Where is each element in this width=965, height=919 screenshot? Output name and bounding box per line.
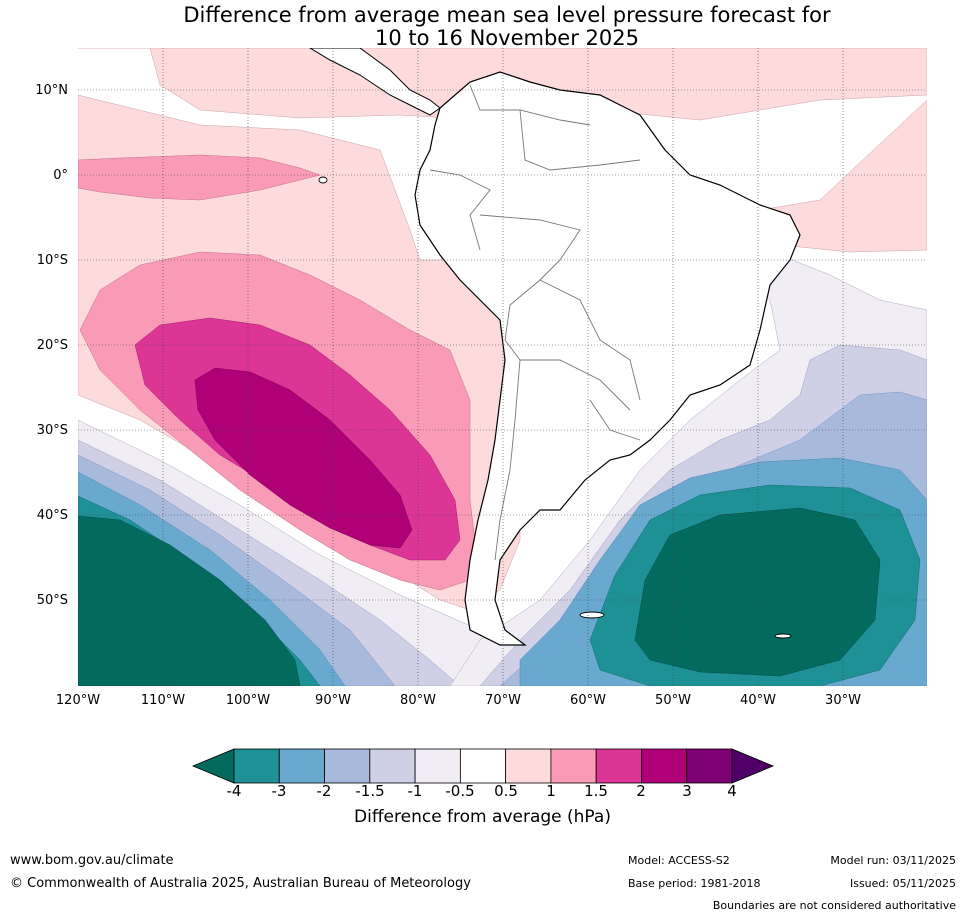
map-title: Difference from average mean sea level p… bbox=[0, 4, 965, 50]
colorbar-tick: 1 bbox=[546, 782, 556, 800]
lat-label: 0° bbox=[53, 168, 68, 183]
footer-model: Model: ACCESS-S2 bbox=[628, 854, 730, 867]
footer-issued: Issued: 05/11/2025 bbox=[849, 877, 956, 890]
colorbar-tick: -1 bbox=[407, 782, 423, 800]
colorbar-over-arrow bbox=[731, 748, 775, 784]
colorbar-under-arrow bbox=[191, 748, 235, 784]
footer-website[interactable]: www.bom.gov.au/climate bbox=[10, 853, 174, 868]
lon-label: 30°W bbox=[825, 693, 861, 708]
lon-label: 40°W bbox=[740, 693, 776, 708]
colorbar-segment bbox=[233, 748, 280, 784]
footer-base-period: Base period: 1981-2018 bbox=[628, 877, 761, 890]
colorbar-segment bbox=[459, 748, 507, 784]
colorbar-tick: 2 bbox=[636, 782, 646, 800]
lon-label: 80°W bbox=[400, 693, 436, 708]
colorbar-segment bbox=[324, 748, 371, 784]
colorbar-tick: -4 bbox=[226, 782, 242, 800]
colorbar-tick: 1.5 bbox=[584, 782, 608, 800]
colorbar-tick: 0.5 bbox=[494, 782, 518, 800]
lat-label: 30°S bbox=[36, 423, 68, 438]
colorbar-segments bbox=[233, 748, 733, 784]
islands bbox=[318, 176, 792, 639]
country-borders bbox=[429, 84, 641, 561]
colorbar-segment bbox=[369, 748, 416, 784]
lon-label: 50°W bbox=[655, 693, 691, 708]
footer-copyright: © Commonwealth of Australia 2025, Austra… bbox=[10, 876, 471, 891]
colorbar-segment bbox=[641, 748, 688, 784]
pressure-anomaly-map bbox=[78, 48, 927, 686]
lat-label: 50°S bbox=[36, 593, 68, 608]
colorbar-segment bbox=[686, 748, 733, 784]
colorbar-title: Difference from average (hPa) bbox=[354, 807, 611, 827]
lon-label: 90°W bbox=[315, 693, 351, 708]
lon-label: 60°W bbox=[570, 693, 606, 708]
anomaly-band-minus-4-sw bbox=[78, 515, 301, 686]
footer-disclaimer: Boundaries are not considered authoritat… bbox=[712, 899, 956, 912]
colorbar-tick: -1.5 bbox=[355, 782, 385, 800]
colorbar-segment bbox=[278, 748, 325, 784]
lon-label: 100°W bbox=[225, 693, 271, 708]
lat-label: 20°S bbox=[36, 338, 68, 353]
colorbar-tick: 4 bbox=[727, 782, 737, 800]
anomaly-band-plus-2 bbox=[194, 367, 413, 549]
graticule bbox=[78, 48, 927, 686]
anomaly-band-minus-4-se bbox=[634, 507, 881, 677]
lat-label: 10°N bbox=[35, 83, 68, 98]
colorbar-tick: -0.5 bbox=[445, 782, 475, 800]
title-line-1: Difference from average mean sea level p… bbox=[183, 3, 831, 27]
colorbar-segment bbox=[595, 748, 642, 784]
colorbar-tick: -3 bbox=[271, 782, 287, 800]
south-america-land bbox=[414, 71, 801, 646]
title-line-2: 10 to 16 November 2025 bbox=[375, 26, 639, 50]
lon-label: 70°W bbox=[485, 693, 521, 708]
colorbar-tick: -2 bbox=[316, 782, 332, 800]
lon-label: 120°W bbox=[55, 693, 101, 708]
central-america-land bbox=[309, 48, 441, 116]
colorbar-segment bbox=[414, 748, 461, 784]
colorbar-tick: 3 bbox=[682, 782, 692, 800]
lat-label: 40°S bbox=[36, 508, 68, 523]
colorbar-segment bbox=[505, 748, 552, 784]
colorbar-segment bbox=[550, 748, 597, 784]
lat-label: 10°S bbox=[36, 253, 68, 268]
lon-label: 110°W bbox=[140, 693, 186, 708]
footer-model-run: Model run: 03/11/2025 bbox=[830, 854, 956, 867]
